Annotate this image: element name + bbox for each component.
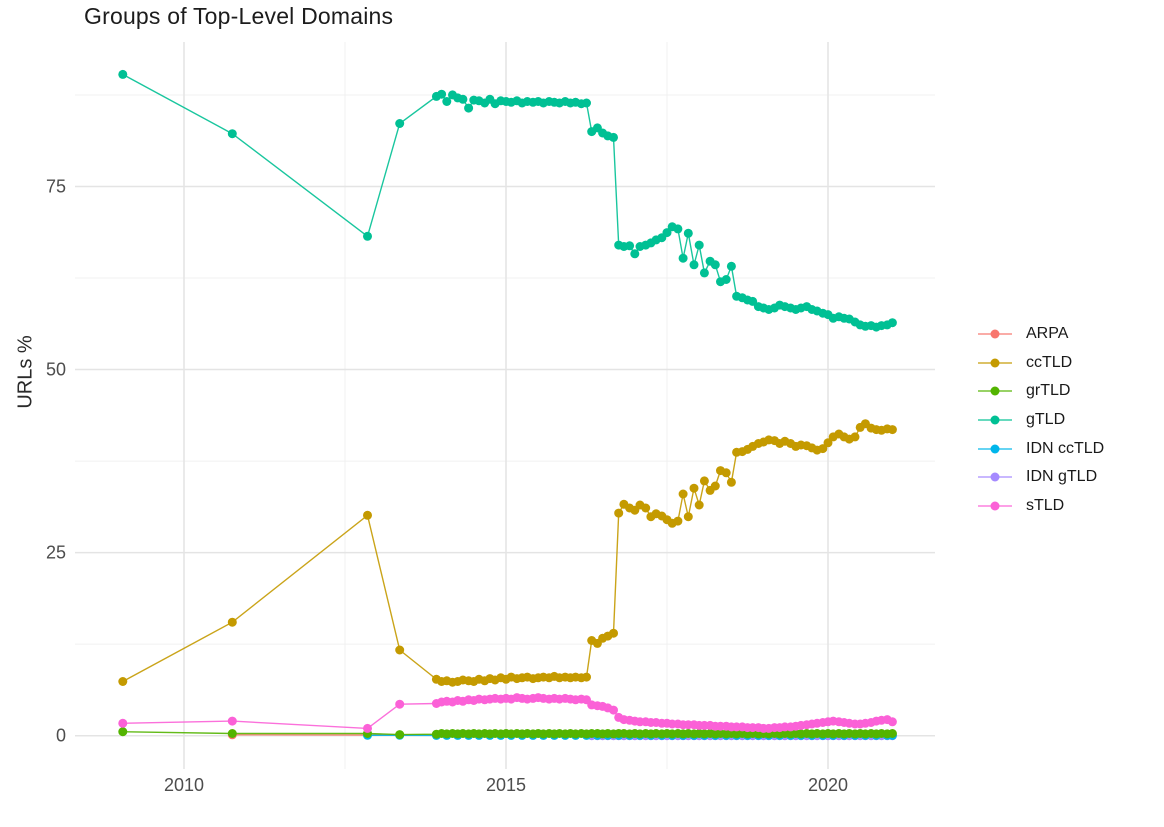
data-point — [887, 717, 897, 727]
data-point — [689, 483, 699, 493]
data-point — [721, 275, 731, 284]
data-point — [227, 129, 237, 139]
data-point — [363, 231, 372, 241]
data-point — [850, 432, 860, 442]
legend-key-icon — [978, 472, 1012, 482]
legend-label: IDN gTLD — [1026, 468, 1098, 486]
y-axis-title: URLs % — [14, 335, 37, 409]
y-tick-label: 50 — [46, 360, 66, 380]
data-point — [363, 510, 372, 520]
data-point — [678, 489, 688, 499]
data-point — [678, 253, 688, 263]
data-point — [118, 718, 128, 728]
legend-item-cctld: ccTLD — [978, 349, 1104, 378]
data-point — [395, 730, 405, 740]
data-point — [614, 508, 624, 518]
data-point — [625, 241, 635, 251]
legend-key-icon — [978, 386, 1012, 396]
legend-item-idn-gtld: IDN gTLD — [978, 463, 1104, 492]
legend-key-icon — [978, 415, 1012, 425]
series-line — [122, 73, 893, 328]
data-point — [673, 516, 683, 526]
data-point — [748, 296, 758, 306]
data-point — [683, 228, 693, 238]
data-point — [721, 468, 731, 478]
data-point — [437, 89, 447, 99]
data-point — [363, 723, 372, 733]
data-point — [609, 628, 618, 638]
legend-key-icon — [978, 444, 1012, 454]
data-point — [689, 260, 699, 270]
data-point — [726, 477, 736, 487]
legend-label: ARPA — [1026, 325, 1069, 343]
legend-item-idn-cctld: IDN ccTLD — [978, 434, 1104, 463]
data-point — [609, 132, 618, 142]
data-point — [395, 119, 405, 128]
data-point — [694, 240, 704, 250]
data-point — [227, 729, 237, 738]
data-point — [630, 249, 640, 259]
y-tick-label: 0 — [56, 726, 66, 746]
data-point — [582, 672, 591, 682]
y-tick-label: 25 — [46, 543, 66, 563]
legend-key-icon — [978, 358, 1012, 368]
legend-label: IDN ccTLD — [1026, 439, 1105, 457]
legend-label: gTLD — [1026, 411, 1066, 429]
data-point — [823, 438, 833, 448]
legend-item-grtld: grTLD — [978, 377, 1104, 406]
series-grtld — [118, 727, 897, 740]
legend-item-arpa: ARPA — [978, 320, 1104, 349]
data-point — [887, 318, 897, 328]
data-point — [118, 69, 128, 79]
data-point — [582, 98, 591, 108]
data-point — [710, 260, 720, 270]
data-point — [887, 425, 897, 435]
legend-key-icon — [978, 501, 1012, 511]
series-gtld — [118, 69, 897, 332]
legend-label: grTLD — [1026, 382, 1071, 400]
plot-title: Groups of Top-Level Domains — [84, 3, 394, 29]
data-point — [699, 268, 709, 278]
data-point — [442, 97, 452, 106]
data-point — [683, 512, 693, 522]
data-point — [818, 444, 828, 454]
legend-label: ccTLD — [1026, 353, 1073, 371]
data-point — [609, 705, 618, 715]
data-point — [662, 228, 672, 238]
x-tick-label: 2020 — [808, 775, 848, 795]
x-tick-label: 2010 — [164, 775, 204, 795]
legend-item-gtld: gTLD — [978, 406, 1104, 435]
x-tick-label: 2015 — [486, 775, 526, 795]
data-point — [726, 261, 736, 271]
legend: ARPA ccTLD grTLD gTLD IDN ccTLD IDN gTLD sTLD — [978, 320, 1104, 520]
data-point — [710, 481, 720, 491]
data-point — [673, 224, 683, 234]
data-point — [118, 677, 128, 686]
data-point — [227, 617, 237, 627]
data-point — [641, 503, 651, 513]
data-point — [395, 699, 405, 709]
y-tick-label: 75 — [46, 176, 66, 196]
data-point — [227, 716, 237, 726]
data-point — [118, 727, 128, 737]
data-point — [464, 103, 474, 113]
series-stld — [118, 693, 897, 733]
data-point — [694, 500, 704, 510]
data-point — [699, 476, 709, 486]
data-point — [887, 729, 897, 738]
data-point — [458, 94, 468, 104]
legend-key-icon — [978, 329, 1012, 339]
legend-label: sTLD — [1026, 496, 1065, 514]
data-point — [395, 645, 405, 655]
series-cctld — [118, 419, 897, 687]
legend-item-stld: sTLD — [978, 492, 1104, 521]
